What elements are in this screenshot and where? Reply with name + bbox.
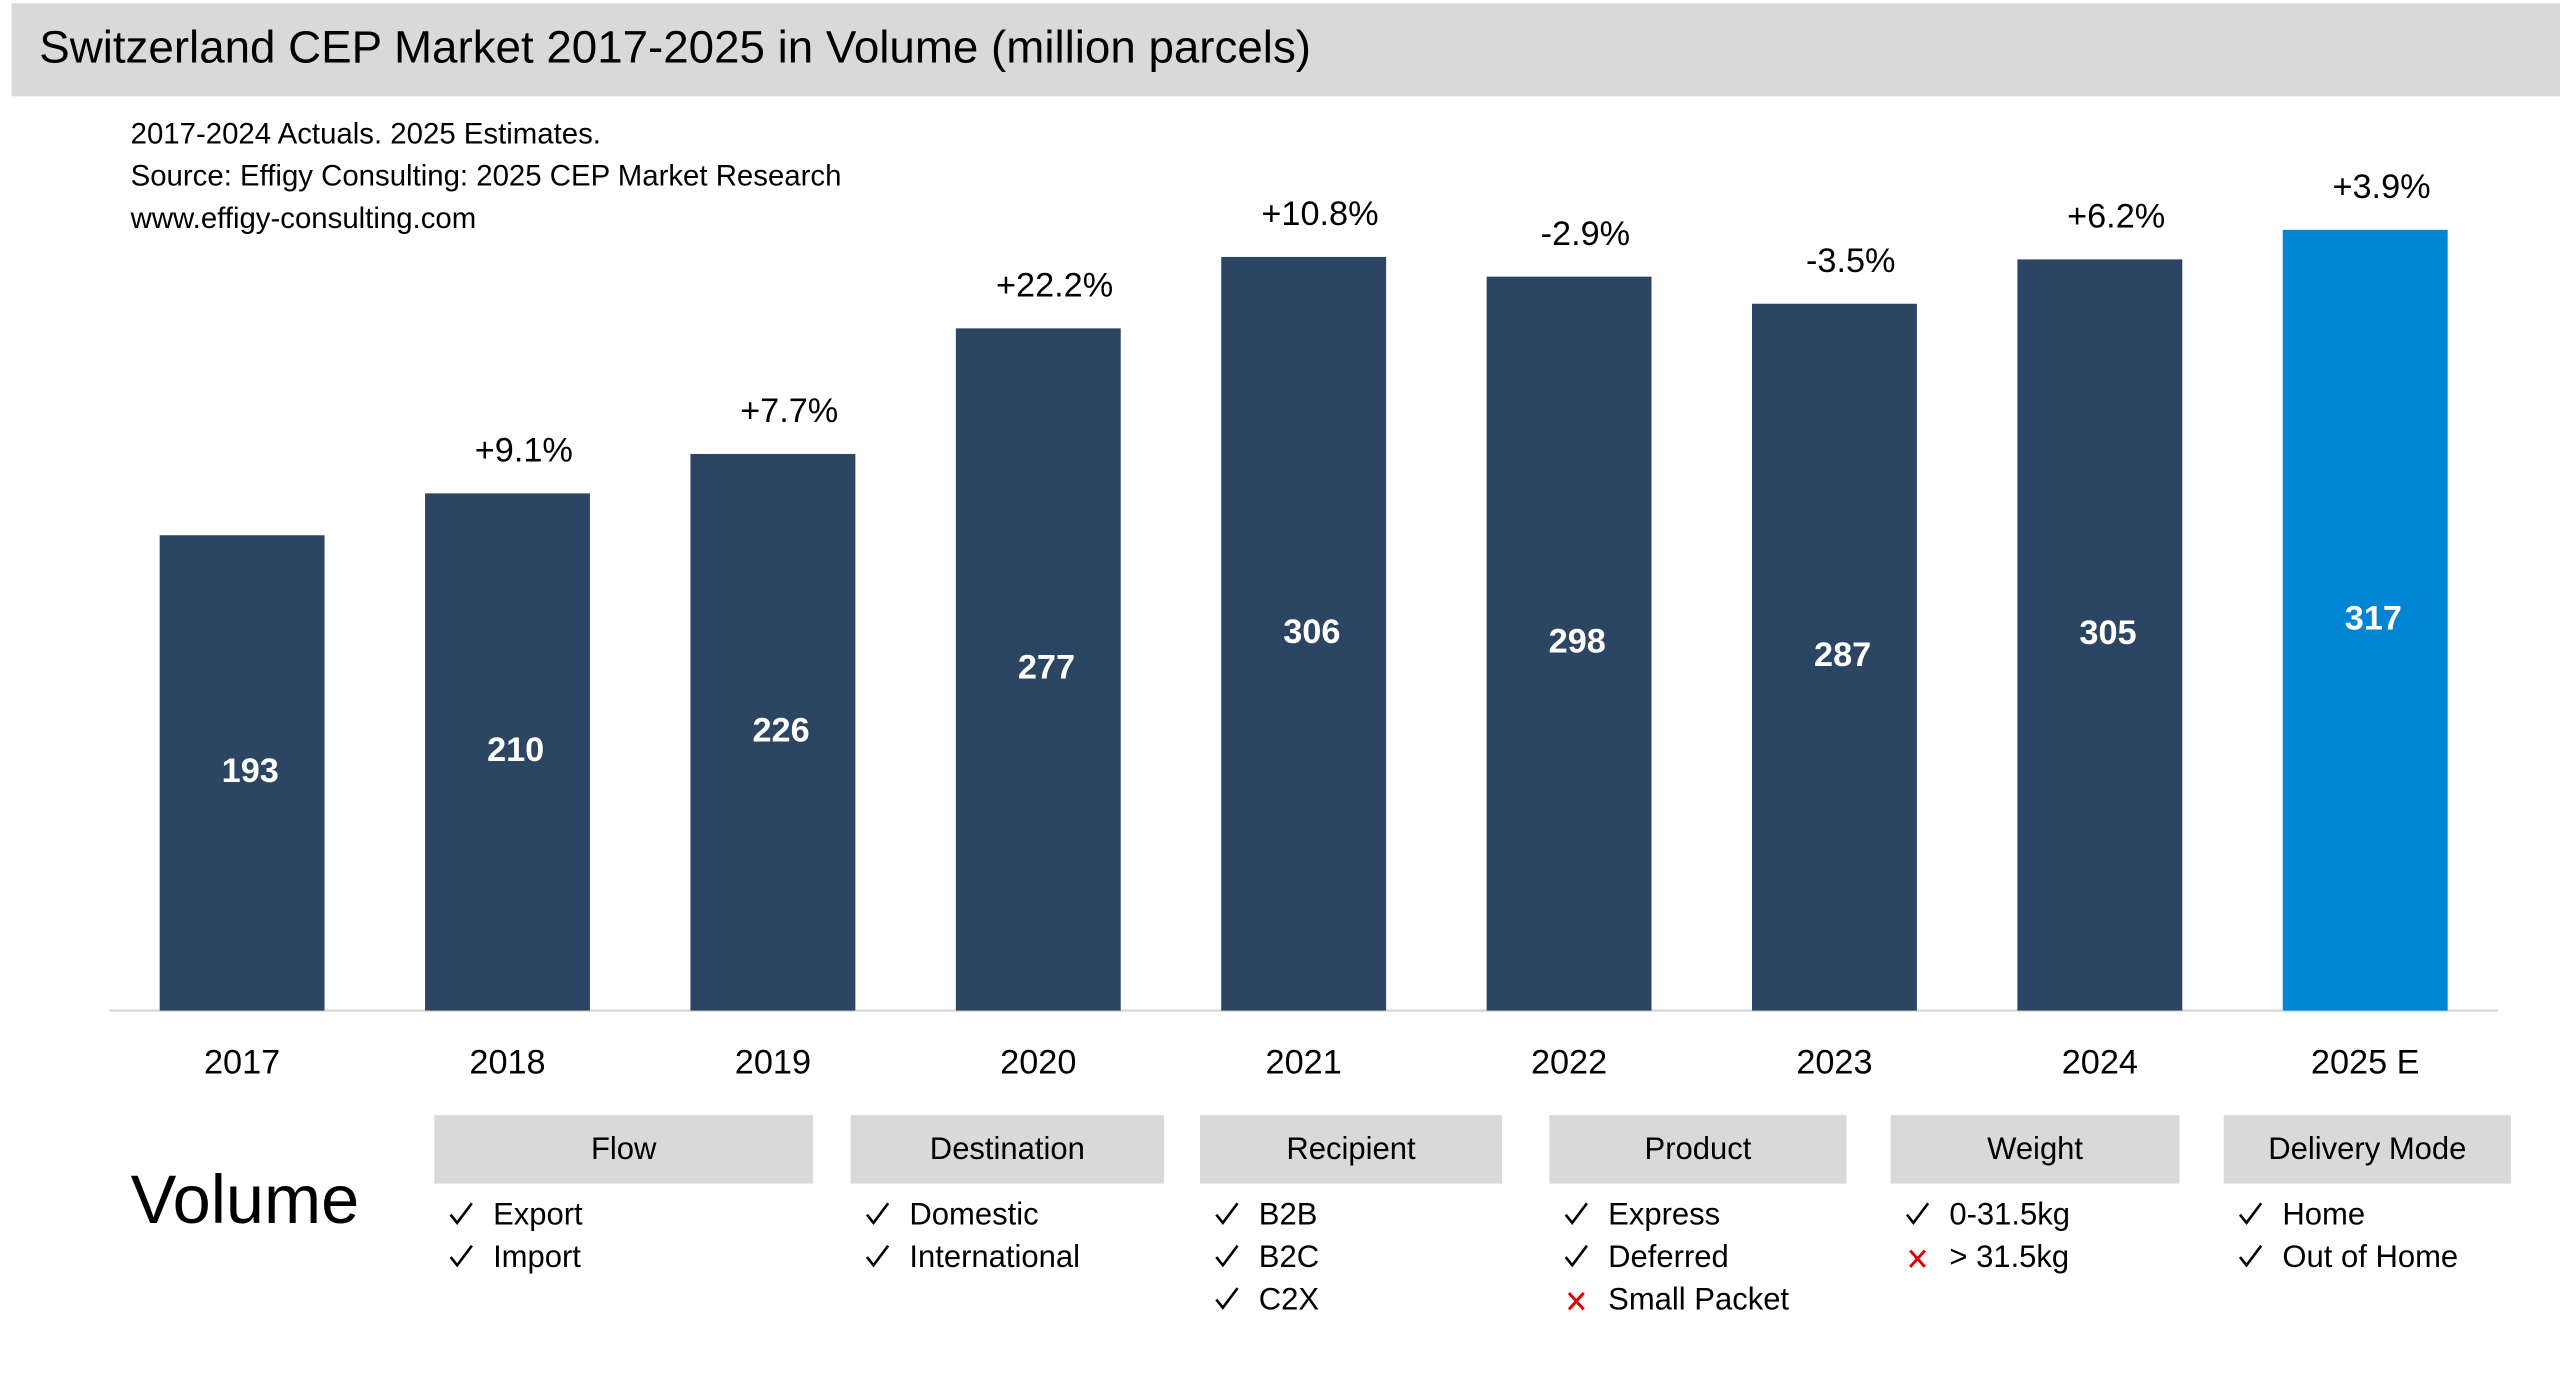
x-tick-label: 2021	[1266, 1044, 1342, 1082]
panel-label: Volume	[131, 1161, 360, 1238]
growth-label: -3.5%	[1806, 242, 1896, 280]
value-label: 226	[752, 711, 809, 749]
growth-label: +10.8%	[1261, 195, 1378, 233]
check-mark	[1215, 1202, 1239, 1225]
x-tick-label: 2017	[204, 1044, 280, 1082]
growth-label: +3.9%	[2332, 168, 2430, 206]
segment-header	[850, 1115, 1165, 1184]
segment-item: International	[909, 1239, 1080, 1274]
bar	[1486, 276, 1652, 1011]
segment-title: Destination	[930, 1131, 1085, 1166]
bar	[955, 328, 1121, 1011]
cross-mark	[1909, 1249, 1926, 1268]
value-label: 317	[2345, 599, 2402, 637]
x-tick-label: 2025 E	[2311, 1044, 2420, 1082]
segment-item: Import	[493, 1239, 581, 1274]
segment-item: Out of Home	[2282, 1239, 2458, 1274]
value-label: 298	[1549, 623, 1606, 661]
segment-header	[1549, 1115, 1847, 1184]
bar	[2017, 259, 2183, 1011]
segment-title: Flow	[591, 1131, 657, 1166]
segment-item: Deferred	[1608, 1239, 1729, 1274]
growth-label: +22.2%	[996, 267, 1113, 305]
x-tick-label: 2019	[735, 1044, 811, 1082]
segment-item: > 31.5kg	[1949, 1239, 2069, 1274]
note: 2017-2024 Actuals. 2025 Estimates.	[131, 117, 601, 150]
segment-item: B2C	[1259, 1239, 1319, 1274]
check-mark	[1905, 1202, 1930, 1225]
segment-item: Small Packet	[1608, 1281, 1789, 1316]
segment-title: Delivery Mode	[2268, 1131, 2466, 1166]
segment-title: Product	[1645, 1131, 1752, 1166]
check-mark	[1215, 1287, 1239, 1310]
segment-item: Export	[493, 1196, 583, 1231]
segment-header	[1200, 1115, 1503, 1184]
segment-item: C2X	[1259, 1281, 1320, 1316]
value-label: 287	[1814, 636, 1871, 674]
check-mark	[449, 1244, 473, 1268]
growth-label: +7.7%	[740, 392, 838, 430]
title-bar	[11, 3, 2560, 97]
value-label: 193	[222, 752, 279, 790]
note: Source: Effigy Consulting: 2025 CEP Mark…	[131, 160, 842, 193]
segment-header	[434, 1115, 814, 1184]
segment-item: 0-31.5kg	[1949, 1196, 2070, 1231]
x-tick-label: 2022	[1531, 1044, 1607, 1082]
check-mark	[1215, 1244, 1239, 1268]
x-tick-label: 2024	[2062, 1044, 2138, 1082]
bar	[1752, 303, 1917, 1011]
segment-title: Weight	[1987, 1131, 2083, 1166]
value-label: 305	[2079, 614, 2136, 652]
segment-item: Home	[2282, 1196, 2365, 1231]
value-label: 210	[487, 731, 544, 769]
chart-title: Switzerland CEP Market 2017-2025 in Volu…	[39, 22, 1311, 73]
cross-mark	[1567, 1292, 1585, 1311]
segment-item: Express	[1608, 1196, 1720, 1231]
segment-item: B2B	[1259, 1196, 1318, 1231]
segment-item: Domestic	[909, 1196, 1038, 1231]
x-tick-label: 2020	[1000, 1044, 1076, 1082]
value-label: 306	[1283, 613, 1340, 651]
note: www.effigy-consulting.com	[130, 202, 477, 235]
x-tick-label: 2023	[1796, 1044, 1872, 1082]
growth-label: +6.2%	[2067, 198, 2165, 236]
segment-header	[1890, 1115, 2180, 1184]
x-tick-label: 2018	[469, 1044, 545, 1082]
bar	[1221, 256, 1387, 1011]
growth-label: -2.9%	[1541, 215, 1631, 253]
check-mark	[865, 1202, 890, 1225]
segment-header	[2223, 1115, 2511, 1184]
check-mark	[1564, 1244, 1588, 1268]
check-mark	[449, 1202, 473, 1225]
growth-label: +9.1%	[475, 432, 573, 470]
bar	[690, 453, 856, 1011]
check-mark	[1564, 1202, 1588, 1225]
check-mark	[2238, 1202, 2263, 1225]
bar	[159, 535, 325, 1011]
bar	[425, 493, 590, 1011]
check-mark	[865, 1244, 890, 1268]
bar	[2282, 229, 2448, 1011]
segment-title: Recipient	[1286, 1131, 1416, 1166]
value-label: 277	[1018, 649, 1075, 687]
check-mark	[2238, 1244, 2263, 1268]
